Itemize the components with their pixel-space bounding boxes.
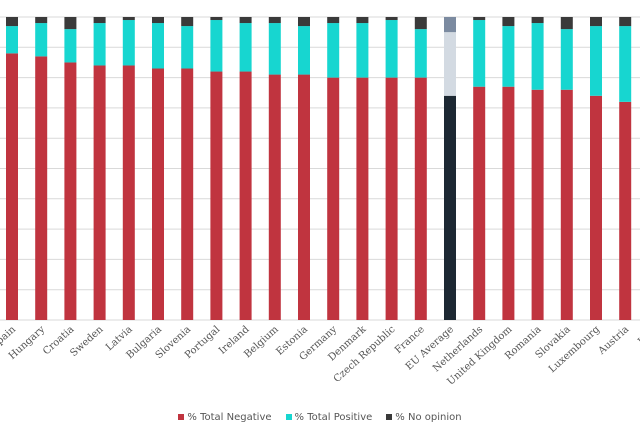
bar-segment-no-opinion [502, 17, 515, 27]
bar-segment-positive [473, 20, 486, 87]
legend-swatch-negative [178, 414, 185, 420]
bar-segment-negative [152, 68, 164, 320]
bar-segment-positive [35, 23, 48, 57]
legend-item-negative: % Total Negative [178, 411, 272, 423]
bar-segment-no-opinion [210, 17, 223, 21]
legend-swatch-no-opinion [386, 414, 393, 420]
bar-segment-negative [181, 68, 194, 320]
bar-segment-negative [385, 77, 398, 320]
bar-segment-no-opinion [356, 17, 369, 24]
bar-segment-no-opinion [327, 17, 340, 24]
bar-segment-negative [268, 74, 281, 320]
legend-swatch-positive [285, 414, 292, 420]
bar-segment-positive [502, 26, 515, 87]
bar-segment-negative [619, 101, 632, 320]
bar-segment-positive [356, 23, 369, 78]
bar-segment-no-opinion [298, 17, 310, 27]
bar-segment-positive [181, 26, 194, 69]
bar-segment-no-opinion [560, 17, 573, 30]
bar-segment-no-opinion [414, 17, 427, 30]
bar-segment-negative [93, 65, 106, 320]
bar-segment-negative [444, 95, 456, 320]
bar-segment-positive [152, 23, 164, 69]
bar-segment-negative [327, 77, 340, 320]
bar-segment-negative [531, 89, 544, 320]
bar-segment-negative [414, 77, 427, 320]
bar-segment-no-opinion [619, 17, 632, 27]
bar-segment-negative [35, 56, 48, 320]
bar-segment-no-opinion [239, 17, 252, 24]
bar-segment-positive [444, 32, 456, 96]
bar-segment-no-opinion [152, 17, 164, 24]
bar-segment-no-opinion [268, 17, 281, 24]
bar-segment-positive [560, 29, 573, 90]
bar-segment-no-opinion [6, 17, 18, 27]
x-tick-label: Austria [596, 324, 631, 357]
bar-segment-positive [239, 23, 252, 72]
bar-segment-positive [268, 23, 281, 75]
legend: % Total Negative % Total Positive % No o… [0, 409, 640, 425]
legend-item-no-opinion: % No opinion [386, 411, 462, 423]
bar-segment-positive [210, 20, 223, 72]
bar-segment-no-opinion [35, 17, 48, 24]
bar-segment-positive [64, 29, 77, 63]
legend-label-no-opinion: % No opinion [395, 411, 462, 423]
bar-segment-no-opinion [444, 17, 456, 33]
legend-label-positive: % Total Positive [294, 411, 373, 423]
bar-segment-no-opinion [93, 17, 106, 24]
bar-segment-positive [414, 29, 427, 78]
legend-label-negative: % Total Negative [187, 411, 272, 423]
bar-segment-negative [502, 86, 515, 320]
bars [6, 17, 632, 321]
bar-segment-no-opinion [473, 17, 486, 21]
bar-segment-no-opinion [64, 17, 77, 30]
bar-segment-positive [531, 23, 544, 90]
bar-segment-negative [356, 77, 369, 320]
bar-segment-positive [590, 26, 602, 96]
bar-segment-positive [619, 26, 632, 102]
bar-segment-positive [6, 26, 18, 54]
x-tick-label: Italy [636, 324, 640, 348]
bar-segment-no-opinion [181, 17, 194, 27]
bar-segment-negative [298, 74, 310, 320]
bar-segment-no-opinion [590, 17, 602, 27]
x-tick-label: Luxembourg [547, 324, 602, 376]
bar-segment-negative [6, 53, 18, 321]
bar-segment-positive [122, 20, 135, 66]
bar-segment-positive [327, 23, 340, 78]
bar-segment-positive [385, 20, 398, 78]
bar-segment-no-opinion [531, 17, 544, 24]
bar-segment-positive [298, 26, 310, 75]
bar-segment-negative [239, 71, 252, 320]
bar-segment-negative [473, 86, 486, 320]
bar-segment-negative [590, 95, 602, 320]
x-tick-labels: SpainHungaryCroatiaSwedenLatviaBulgariaS… [0, 323, 640, 387]
legend-item-positive: % Total Positive [285, 411, 373, 423]
bar-segment-positive [93, 23, 106, 66]
bar-segment-negative [560, 89, 573, 320]
bar-segment-negative [122, 65, 135, 320]
x-tick-label: Sweden [68, 324, 106, 359]
bar-segment-no-opinion [122, 17, 135, 21]
bar-segment-negative [64, 62, 77, 320]
bar-segment-negative [210, 71, 223, 320]
bar-segment-no-opinion [385, 17, 398, 21]
